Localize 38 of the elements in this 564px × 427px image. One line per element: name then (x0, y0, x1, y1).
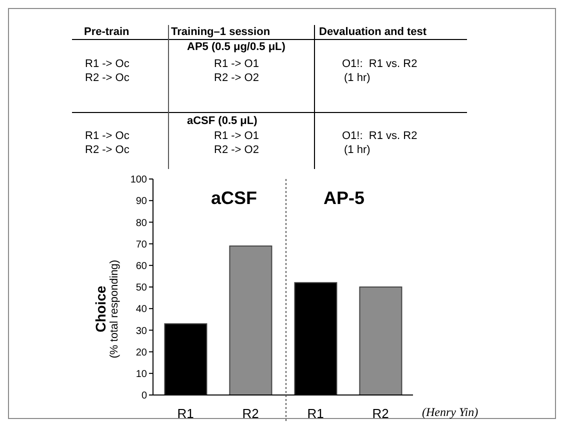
bar (359, 286, 402, 395)
text: O1!: R1 vs. R2 (342, 130, 418, 142)
bar (229, 245, 272, 395)
y-tick-label: 20 (136, 347, 148, 358)
annotation: AP-5 (323, 188, 365, 208)
x-tick-label: R1 (177, 406, 194, 422)
text: O1!: R1 vs. R2 (342, 58, 418, 70)
annotation: aCSF (210, 188, 258, 208)
y-tick-label: 50 (136, 282, 148, 294)
text: (1 hr) (344, 72, 370, 84)
y-tick-label: 90 (136, 196, 148, 208)
y-tick-label: 80 (136, 218, 148, 229)
y-tick-label: 60 (136, 260, 148, 272)
y-tick-label: 40 (136, 304, 148, 316)
text: R2 -> Oc (85, 144, 130, 156)
y-tick-label: 70 (136, 239, 148, 250)
text: R1 -> O1 (214, 130, 259, 142)
text: Pre-train (84, 26, 130, 38)
y-tick-label: 0 (141, 390, 148, 402)
x-tick-label: R2 (242, 406, 259, 422)
y-tick-label: 10 (136, 368, 148, 380)
text: R1 -> Oc (85, 58, 130, 70)
text: R2 -> Oc (85, 72, 130, 84)
text: R2 -> O2 (214, 72, 259, 84)
x-tick-label: R2 (372, 406, 389, 422)
y-tick-label: 30 (136, 326, 148, 337)
text: AP5 (0.5 μg/0.5 μL) (187, 41, 286, 53)
text: R1 -> Oc (85, 130, 130, 142)
text: Training–1 session (171, 26, 270, 38)
x-tick-label: R1 (307, 406, 324, 422)
text: aCSF (0.5 μL) (187, 115, 258, 127)
text: R2 -> O2 (214, 144, 259, 156)
y-axis-title: Choice (% total responding) (92, 260, 122, 358)
text: Devaluation and test (319, 26, 427, 38)
y-tick-label: 100 (130, 174, 148, 186)
text: (1 hr) (344, 144, 370, 156)
text: (Henry Yin) (422, 405, 478, 419)
text: R1 -> O1 (214, 58, 259, 70)
